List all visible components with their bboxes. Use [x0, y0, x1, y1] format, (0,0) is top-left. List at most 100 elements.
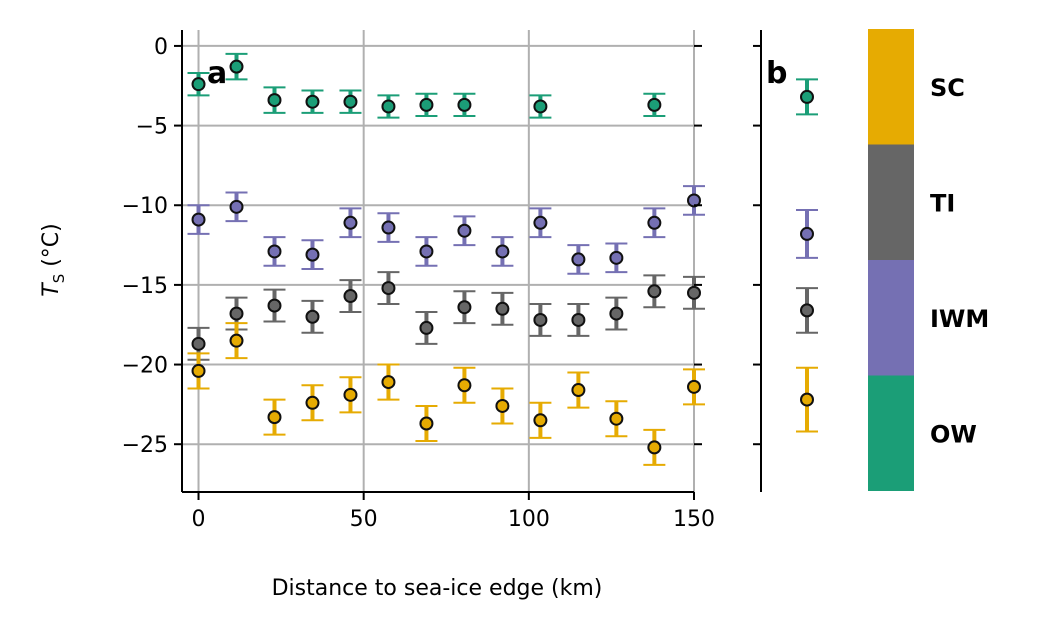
- data-point: [567, 371, 590, 409]
- panel-a: 0 50 100 150 0 −5 −10 −15 −20 −25 a Distance to s…: [39, 30, 715, 601]
- marker: [609, 250, 624, 265]
- series-iwm: [187, 185, 705, 275]
- series-sc: [796, 366, 818, 433]
- marker: [267, 93, 282, 108]
- data-point: [491, 236, 514, 267]
- data-point: [796, 78, 818, 116]
- marker: [647, 440, 662, 455]
- grid: [182, 30, 695, 492]
- marker: [495, 301, 510, 316]
- data-point: [415, 404, 438, 443]
- axes: [694, 30, 762, 492]
- series-sc: [187, 322, 705, 466]
- data-point: [377, 94, 400, 119]
- data-point: [415, 236, 438, 267]
- x-tick-label: 100: [508, 507, 550, 532]
- data-points: [796, 78, 818, 433]
- data-point: [453, 92, 476, 118]
- marker: [647, 97, 662, 112]
- data-point: [339, 89, 362, 114]
- data-point: [605, 400, 628, 438]
- marker: [229, 333, 244, 348]
- marker: [533, 312, 548, 327]
- panel-label-b: b: [766, 56, 787, 91]
- series-ti: [796, 287, 818, 334]
- data-point: [301, 239, 324, 270]
- data-point: [263, 288, 286, 323]
- data-point: [567, 303, 590, 337]
- legend-swatch: [868, 260, 914, 376]
- legend-label: SC: [930, 74, 965, 102]
- data-point: [377, 271, 400, 306]
- marker: [343, 215, 358, 230]
- data-point: [301, 89, 324, 114]
- data-point: [263, 236, 286, 267]
- marker: [800, 303, 814, 318]
- marker: [343, 94, 358, 109]
- data-point: [567, 244, 590, 275]
- marker: [343, 387, 358, 402]
- marker: [687, 285, 701, 300]
- marker: [191, 77, 206, 92]
- data-point: [529, 207, 552, 239]
- legend-label: TI: [930, 189, 955, 217]
- legend: SC TI IWM OW: [868, 29, 989, 491]
- y-tick-label: −10: [122, 194, 168, 219]
- data-point: [643, 428, 666, 466]
- data-point: [605, 242, 628, 274]
- marker: [687, 193, 701, 208]
- axes: 0 50 100 150 0 −5 −10 −15 −20 −25: [122, 30, 715, 532]
- marker: [305, 309, 320, 324]
- marker: [305, 94, 320, 109]
- legend-item-ow: OW: [868, 375, 977, 491]
- data-point: [301, 384, 324, 422]
- marker: [419, 320, 434, 335]
- data-point: [529, 401, 552, 439]
- data-point: [301, 299, 324, 334]
- data-point: [225, 191, 248, 223]
- marker: [495, 244, 510, 259]
- data-point: [415, 92, 438, 118]
- data-point: [529, 94, 552, 119]
- marker: [533, 99, 548, 114]
- marker: [609, 411, 624, 426]
- marker: [267, 410, 282, 425]
- data-point: [377, 212, 400, 243]
- legend-item-sc: SC: [868, 29, 965, 145]
- data-point: [339, 207, 362, 239]
- legend-label: OW: [930, 420, 977, 448]
- x-tick-label: 50: [350, 507, 378, 532]
- y-tick-label: 0: [154, 35, 168, 60]
- y-axis-label-unit: (°C): [39, 223, 64, 274]
- marker: [267, 244, 282, 259]
- legend-swatch: [868, 29, 914, 145]
- marker: [687, 379, 701, 394]
- x-axis-label: Distance to sea-ice edge (km): [272, 576, 603, 601]
- data-point: [683, 368, 705, 406]
- marker: [191, 363, 206, 378]
- data-point: [187, 326, 210, 361]
- marker: [457, 223, 472, 238]
- y-axis-label: TS (°C): [39, 223, 68, 297]
- marker: [305, 395, 320, 410]
- data-point: [683, 275, 705, 310]
- data-point: [263, 398, 286, 436]
- marker: [381, 375, 396, 390]
- marker: [229, 306, 244, 321]
- data-point: [225, 322, 248, 360]
- y-axis-label-subscript: S: [50, 274, 68, 284]
- data-points: [187, 52, 705, 466]
- series-ti: [187, 271, 705, 361]
- marker: [457, 97, 472, 112]
- legend-swatch: [868, 375, 914, 491]
- marker: [495, 398, 510, 413]
- marker: [381, 220, 396, 235]
- y-tick-label: −15: [122, 274, 168, 299]
- marker: [609, 306, 624, 321]
- data-point: [796, 287, 818, 334]
- series-ow: [796, 78, 818, 116]
- data-point: [605, 296, 628, 331]
- data-point: [491, 291, 514, 326]
- y-tick-label: −20: [122, 354, 168, 379]
- marker: [800, 226, 814, 241]
